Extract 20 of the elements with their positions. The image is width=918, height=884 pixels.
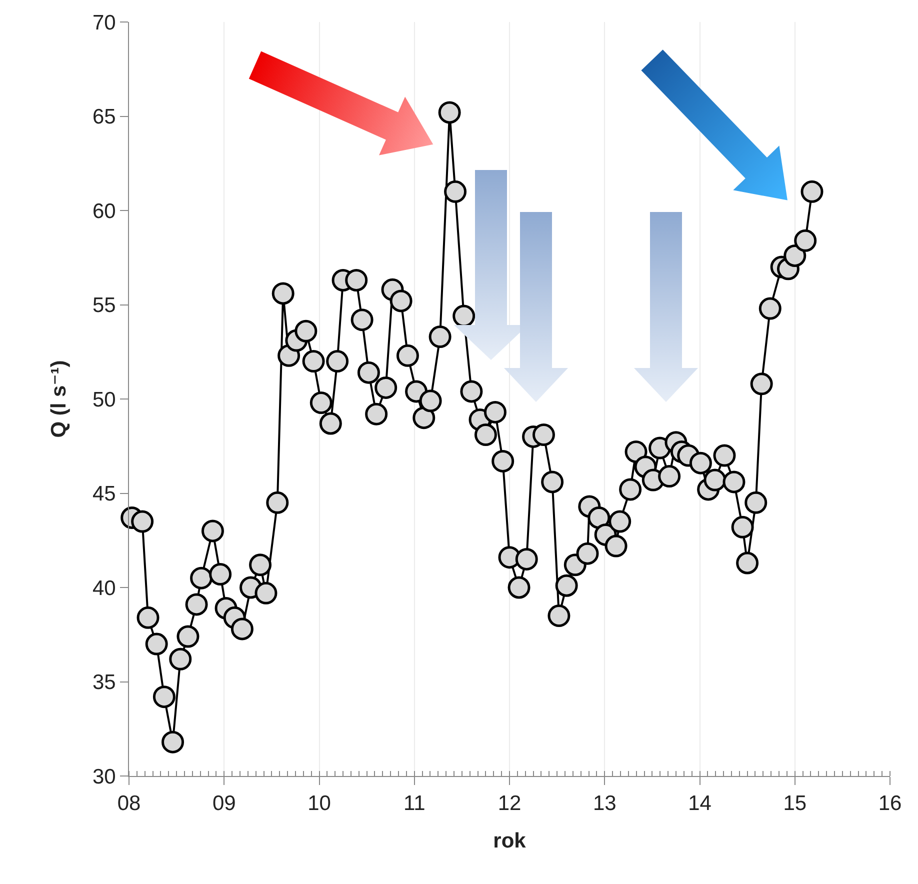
y-tick-label: 45 [92, 482, 116, 506]
y-tick-label: 35 [92, 671, 116, 694]
x-axis-title: rok [493, 829, 526, 852]
y-tick-label: 60 [92, 200, 116, 223]
x-tick-label: 14 [688, 792, 712, 816]
y-tick-label: 40 [92, 576, 116, 600]
x-tick-label: 12 [498, 792, 522, 816]
x-tick-label: 15 [783, 792, 807, 816]
y-tick-label: 70 [92, 11, 116, 34]
y-axis-title: Q (l s⁻¹) [48, 360, 71, 438]
x-tick-label: 13 [592, 792, 616, 816]
y-tick-label: 55 [92, 294, 116, 318]
x-tick-label: 16 [878, 792, 902, 816]
x-tick-label: 11 [403, 792, 426, 816]
y-tick-label: 65 [92, 106, 116, 129]
x-tick-label: 09 [212, 792, 236, 816]
y-tick-label: 30 [92, 765, 116, 788]
y-tick-label: 50 [92, 388, 116, 412]
x-tick-label: 10 [308, 792, 331, 816]
x-tick-label: 08 [117, 792, 141, 816]
